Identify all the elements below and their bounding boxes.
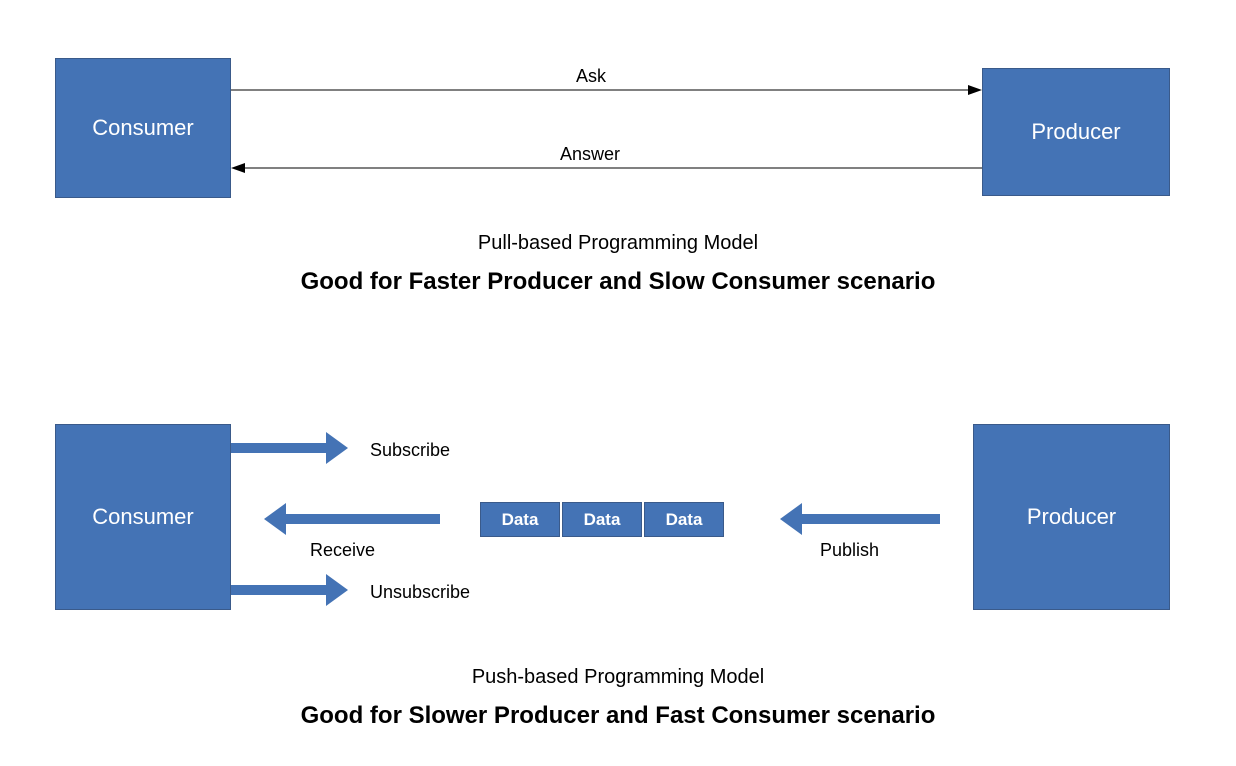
data-row: DataDataData <box>480 502 724 537</box>
publish-label: Publish <box>820 540 879 561</box>
pull-consumer-box: Consumer <box>55 58 231 198</box>
answer-label: Answer <box>560 144 620 165</box>
data-cell: Data <box>562 502 642 537</box>
pull-producer-box: Producer <box>982 68 1170 196</box>
data-cell: Data <box>644 502 724 537</box>
unsubscribe-label: Unsubscribe <box>370 582 470 603</box>
subscribe-label: Subscribe <box>370 440 450 461</box>
pull-title-small: Pull-based Programming Model <box>0 232 1236 255</box>
data-cell: Data <box>480 502 560 537</box>
push-title-bold: Good for Slower Producer and Fast Consum… <box>0 702 1236 730</box>
push-producer-label: Producer <box>1027 504 1116 530</box>
receive-label: Receive <box>310 540 375 561</box>
pull-title-bold: Good for Faster Producer and Slow Consum… <box>0 268 1236 296</box>
push-producer-box: Producer <box>973 424 1170 610</box>
push-consumer-box: Consumer <box>55 424 231 610</box>
ask-label: Ask <box>576 66 606 87</box>
push-title-small: Push-based Programming Model <box>0 666 1236 689</box>
pull-consumer-label: Consumer <box>92 115 193 141</box>
pull-producer-label: Producer <box>1031 119 1120 145</box>
push-consumer-label: Consumer <box>92 504 193 530</box>
